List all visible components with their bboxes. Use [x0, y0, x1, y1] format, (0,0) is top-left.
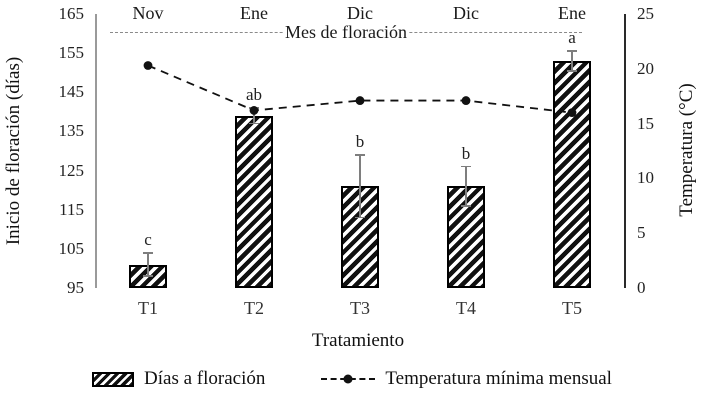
right-axis-title: Temperatura (°C) [676, 83, 697, 217]
temperature-point [355, 96, 365, 105]
error-bar-cap [143, 251, 153, 254]
legend-item-line: Temperatura mínima mensual [321, 368, 612, 390]
right-tick-label: 15 [637, 113, 654, 133]
left-tick-label: 95 [67, 278, 84, 297]
right-tick-label: 10 [637, 168, 654, 188]
left-axis-title: Inicio de floración (días) [3, 56, 24, 246]
error-bar [571, 51, 573, 71]
flowering-month-annotation-line: Mes de floración [110, 22, 582, 43]
significance-letter: ab [245, 84, 263, 104]
left-axis-line [95, 14, 97, 288]
x-axis-title: Tratamiento [311, 330, 405, 351]
legend-line-label: Temperatura mínima mensual [385, 368, 612, 389]
significance-letter: a [568, 28, 576, 48]
right-tick-label: 25 [637, 4, 654, 23]
left-tick-label: 115 [59, 199, 84, 219]
right-tick-label: 5 [637, 223, 646, 243]
temperature-point [567, 108, 577, 118]
significance-letter: c [144, 229, 152, 249]
error-bar-cap [355, 216, 365, 219]
legend: Días a floración Temperatura mínima mens… [0, 368, 704, 390]
month-label: Ene [558, 3, 586, 23]
significance-letter: b [461, 143, 471, 163]
error-bar-cap [567, 69, 577, 72]
temperature-point [461, 96, 471, 105]
x-tick-label-T4: T4 [456, 298, 476, 318]
x-tick-label-T3: T3 [350, 298, 370, 318]
error-bar [147, 252, 149, 277]
x-tick-label-T1: T1 [138, 298, 158, 318]
left-tick-label: 165 [58, 4, 85, 23]
legend-bar-label: Días a floración [144, 368, 266, 389]
error-bar [359, 154, 361, 218]
temperature-point [143, 61, 153, 70]
right-axis-line [624, 14, 626, 288]
month-label: Nov [132, 3, 164, 23]
temperature-line [143, 61, 577, 118]
month-label: Dic [453, 3, 479, 23]
error-bar [465, 166, 467, 206]
x-tick-label-T5: T5 [562, 298, 582, 318]
error-bar-cap [249, 122, 259, 125]
error-bar [253, 107, 255, 124]
bar-T5 [553, 60, 591, 288]
flowering-month-annotation-label: Mes de floración [283, 22, 409, 43]
left-tick-label: 105 [58, 238, 85, 258]
plot-area: c ab b b a [95, 14, 625, 288]
month-label: Ene [240, 3, 268, 23]
error-bar-cap [355, 154, 365, 156]
significance-letter: b [355, 131, 365, 151]
dashed-line-dot-marker-icon [321, 374, 376, 385]
left-tick-label: 125 [58, 160, 85, 180]
x-tick-label-T2: T2 [244, 298, 264, 318]
legend-item-bars: Días a floración [92, 368, 265, 390]
right-tick-label: 0 [637, 278, 646, 297]
hatched-bar-swatch-icon [92, 371, 135, 387]
temperature-point [249, 106, 259, 115]
error-bar-cap [461, 165, 471, 168]
left-tick-label: 155 [58, 43, 85, 63]
left-tick-label: 135 [58, 121, 85, 141]
month-label: Dic [347, 3, 373, 23]
error-bar-cap [143, 275, 153, 278]
error-bar-cap [567, 50, 577, 52]
left-tick-label: 145 [58, 82, 85, 102]
error-bar-cap [461, 205, 471, 207]
right-tick-label: 20 [637, 58, 654, 78]
